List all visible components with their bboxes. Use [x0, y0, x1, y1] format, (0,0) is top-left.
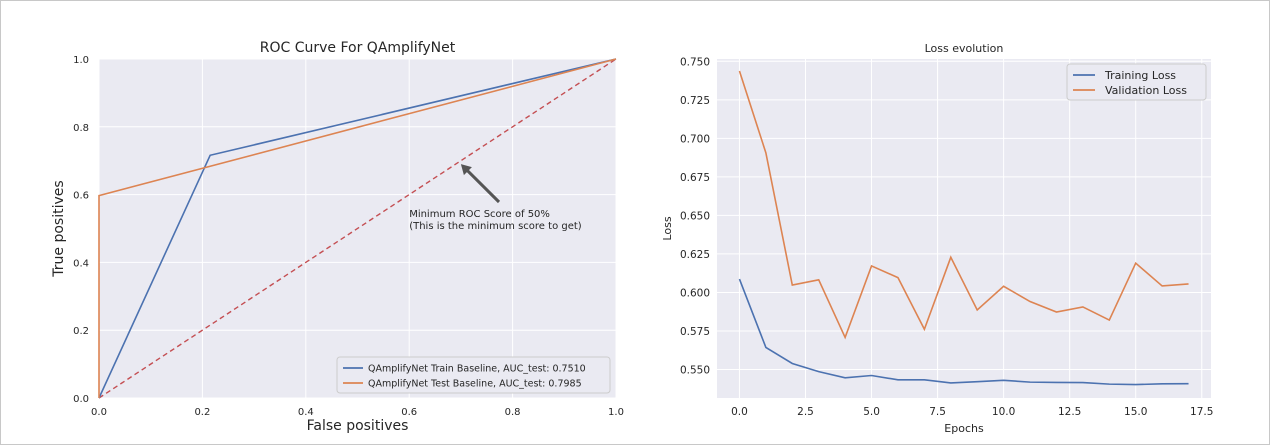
loss-y-tick-label: 0.750: [680, 56, 710, 68]
loss-y-tick-label: 0.675: [680, 172, 710, 184]
roc-x-axis-label: False positives: [307, 418, 409, 434]
roc-x-tick-label: 0.6: [401, 407, 417, 418]
roc-y-tick-label: 0.6: [73, 191, 89, 202]
loss-x-tick-label: 7.5: [929, 406, 946, 418]
roc-x-tick-label: 0.0: [91, 407, 107, 418]
loss-y-tick-label: 0.700: [680, 133, 710, 145]
loss-x-axis-label: Epochs: [944, 422, 984, 435]
roc-annotation-arrow-shaft: [463, 167, 501, 204]
roc-y-tick-label: 0.0: [73, 394, 89, 405]
loss-legend-label: Validation Loss: [1105, 84, 1187, 97]
loss-y-tick-label: 0.550: [680, 364, 710, 376]
roc-legend-label: QAmplifyNet Test Baseline, AUC_test: 0.7…: [368, 379, 582, 390]
loss-y-tick-label: 0.625: [680, 249, 710, 261]
roc-annotation-arrow-head: [460, 164, 472, 176]
roc-legend-box: [336, 356, 611, 394]
loss-y-tick-label: 0.600: [680, 287, 710, 299]
loss-x-tick-label: 12.5: [1058, 406, 1081, 418]
roc-annotation-line-2: (This is the minimum score to get): [409, 221, 582, 232]
loss-chart-title: Loss evolution: [925, 42, 1004, 55]
loss-legend-box: [1066, 63, 1207, 101]
roc-x-tick-label: 1.0: [608, 407, 624, 418]
roc-y-tick-label: 1.0: [73, 55, 89, 66]
loss-legend-label: Training Loss: [1104, 69, 1176, 82]
loss-x-tick-label: 0.0: [731, 406, 748, 418]
loss-x-tick-label: 15.0: [1124, 406, 1147, 418]
roc-annotation-line-1: Minimum ROC Score of 50%: [409, 209, 550, 220]
loss-x-tick-label: 2.5: [797, 406, 814, 418]
loss-y-axis-label: Loss: [661, 216, 674, 240]
loss-x-tick-label: 5.0: [863, 406, 880, 418]
roc-train-line: [98, 58, 617, 399]
loss-x-tick-label: 17.5: [1190, 406, 1213, 418]
roc-y-tick-label: 0.4: [73, 258, 89, 269]
roc-reference-line: [98, 58, 617, 399]
loss-x-tick-label: 10.0: [992, 406, 1015, 418]
roc-x-tick-label: 0.2: [194, 407, 210, 418]
loss-training-line: [738, 278, 1189, 386]
roc-test-line: [98, 58, 617, 398]
roc-y-tick-label: 0.8: [73, 123, 89, 134]
loss-validation-line: [738, 70, 1189, 340]
roc-y-axis-label: True positives: [51, 180, 67, 277]
roc-legend-label: QAmplifyNet Train Baseline, AUC_test: 0.…: [368, 364, 586, 375]
loss-y-tick-label: 0.725: [680, 95, 710, 107]
loss-y-tick-label: 0.575: [680, 326, 710, 338]
roc-chart-title: ROC Curve For QAmplifyNet: [260, 40, 456, 56]
loss-plot-area: [717, 59, 1211, 398]
loss-y-tick-label: 0.650: [680, 210, 710, 222]
roc-x-tick-label: 0.4: [298, 407, 314, 418]
roc-x-tick-label: 0.8: [505, 407, 521, 418]
roc-y-tick-label: 0.2: [73, 326, 89, 337]
